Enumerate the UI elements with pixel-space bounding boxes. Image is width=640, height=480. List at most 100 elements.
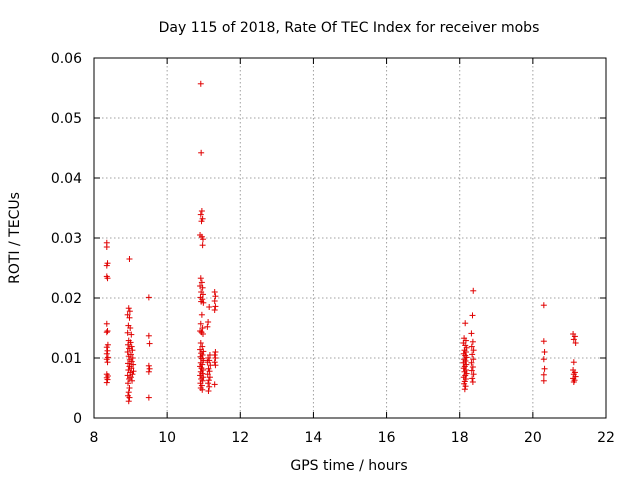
data-point [103,344,110,351]
data-point [197,372,204,379]
y-tick-label: 0.06 [51,51,82,67]
data-point [104,359,111,366]
data-point [205,380,212,387]
data-point [145,362,152,369]
data-point [146,340,153,347]
data-point [128,358,135,365]
data-point [540,302,547,309]
y-tick-label: 0.05 [51,111,82,127]
y-tick-label: 0.03 [51,231,82,247]
data-point [572,340,579,346]
data-point [540,338,547,345]
data-point [540,371,547,378]
x-tick-label: 14 [305,430,323,446]
data-point [541,349,548,355]
data-point [211,298,218,304]
data-point [103,350,110,357]
data-point [204,359,211,366]
data-point [200,299,207,306]
data-point [211,359,218,366]
x-axis-label: GPS time / hours [290,458,407,474]
data-point [211,381,218,388]
x-tick-label: 20 [524,430,542,446]
data-point [124,329,131,336]
data-point [469,364,476,370]
data-point [145,332,152,339]
data-point [540,377,547,384]
data-point [570,336,577,343]
data-point [468,330,475,337]
data-point [198,279,205,286]
data-point [126,394,133,401]
data-point [469,375,476,382]
data-point [199,284,206,291]
data-point [199,331,206,337]
data-point [126,385,133,391]
data-point [104,347,111,354]
data-point [197,320,204,327]
plot-frame [93,57,607,419]
data-point [212,349,219,355]
data-point [198,218,205,225]
data-point [197,275,204,282]
data-point [125,360,132,367]
data-point [199,325,206,331]
data-point [212,303,219,310]
data-point [125,380,132,387]
x-tick-label: 16 [378,430,396,446]
data-point [129,347,136,354]
data-point [211,289,218,295]
data-point [469,351,476,358]
y-axis-label: ROTI / TECUs [7,192,23,284]
data-point [198,311,205,318]
data-point [541,365,548,372]
data-point [211,307,218,313]
data-point [571,333,578,340]
data-point [103,329,110,336]
data-point [470,356,477,363]
y-tick-label: 0.04 [51,171,82,187]
y-tick-label: 0 [73,411,82,427]
data-point [205,319,212,325]
data-point [130,368,137,375]
data-point [103,244,110,250]
data-point [127,325,134,331]
data-point [104,275,111,282]
chart-title: Day 115 of 2018, Rate Of TEC Index for r… [159,20,540,36]
x-tick-label: 22 [597,430,615,446]
data-point [468,359,475,366]
data-point [205,388,212,394]
data-point [198,149,205,156]
data-point [470,287,477,294]
data-point [462,320,469,327]
data-point [199,242,206,249]
data-point [206,374,213,381]
data-point [198,208,205,214]
data-point [125,305,132,312]
data-point [103,262,110,269]
data-point [197,346,204,353]
data-point [125,341,132,348]
data-point [540,356,547,363]
data-point [469,312,476,319]
data-point [145,294,152,301]
x-tick-label: 18 [451,430,469,446]
data-point [126,314,133,321]
data-point [206,304,213,310]
x-tick-label: 10 [158,430,176,446]
data-point [103,356,110,363]
data-point [104,376,111,383]
data-point [212,362,219,369]
data-point [125,389,132,396]
data-point [212,355,219,361]
data-point [125,353,132,360]
data-point [199,291,206,298]
data-point [470,371,477,378]
data-point [199,236,206,243]
data-point [570,359,577,366]
gridlines [94,58,606,418]
data-point [197,340,204,346]
data-point [197,80,204,87]
data-point [469,379,476,385]
